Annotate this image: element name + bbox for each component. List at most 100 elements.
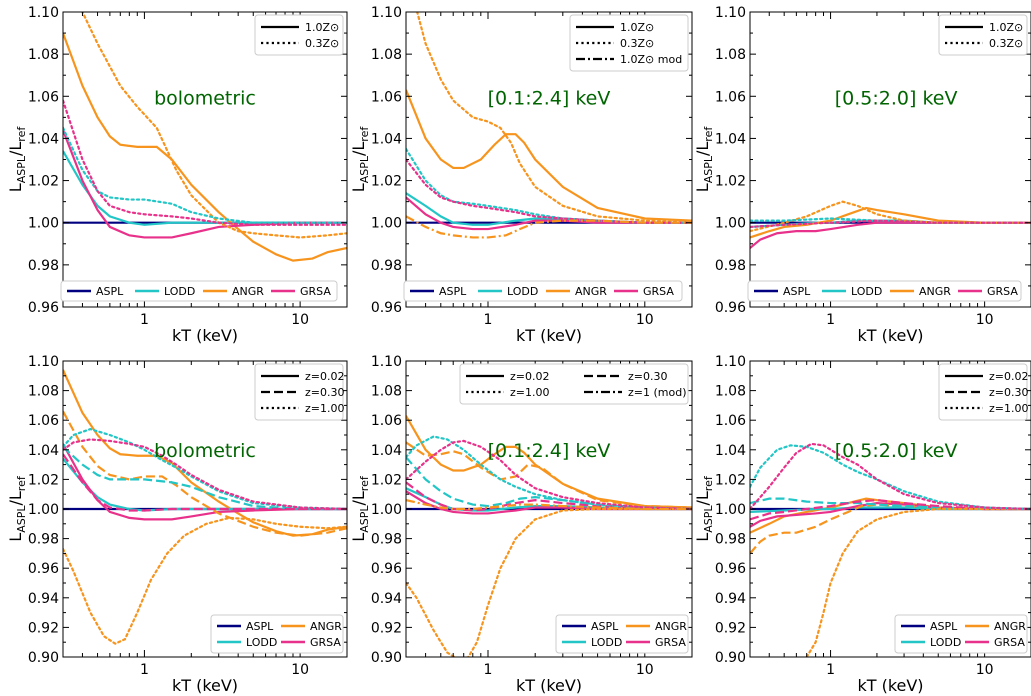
chart-6-ytick-label: 0.90 (715, 650, 746, 666)
chart-6-line-lodd-dotted (750, 444, 1031, 511)
chart-6-ytick-label: 1.10 (715, 354, 746, 370)
chart-3-ytick-label: 1.06 (715, 89, 746, 105)
chart-1-style-legend-label: 0.3Z⊙ (305, 37, 339, 50)
chart-3-ylabel: LASPL/Lref (693, 126, 715, 193)
chart-2-line-grsa-solid (406, 196, 692, 231)
chart-4-ytick-label: 1.10 (28, 354, 59, 370)
chart-1-color-legend-label: GRSA (300, 285, 331, 298)
chart-3-ytick-label: 1.04 (715, 131, 746, 147)
chart-6-style-legend-label: z=0.02 (989, 370, 1028, 383)
chart-4-line-grsa-dashed (63, 453, 347, 512)
chart-1-color-legend-label: LODD (164, 285, 195, 298)
chart-1-line-grsa-dotted (63, 99, 347, 226)
chart-6-ytick-label: 0.94 (715, 591, 746, 607)
chart-1-line-angr-dotted (81, 12, 347, 239)
chart-2-color-legend-box (403, 280, 683, 302)
chart-6-series (750, 442, 1031, 657)
chart-3-line-angr-solid (750, 206, 1031, 239)
chart-5-series (406, 415, 692, 657)
chart-6-xtick-label: 1 (826, 662, 835, 678)
chart-4-series (63, 369, 347, 645)
chart-2-ytick-label: 0.98 (371, 258, 402, 274)
chart-1-ytick-label: 1.10 (28, 5, 59, 21)
chart-1-ytick-label: 0.96 (28, 300, 59, 316)
chart-6-line-angr-dotted (805, 507, 1031, 657)
chart-6-line-grsa-dotted (750, 442, 1031, 511)
chart-6-ytick-label: 1.02 (715, 472, 746, 488)
chart-6-ytick-label: 0.96 (715, 561, 746, 577)
chart-5-style-legend-label: z=1.00 (510, 386, 549, 399)
chart-5-ytick-label: 0.94 (371, 591, 402, 607)
chart-1-xtick-label: 10 (291, 312, 309, 328)
chart-3-line-grsa-dotted (750, 219, 1031, 229)
chart-4-color-legend-label: LODD (246, 636, 277, 649)
chart-3-line-angr-dotted (750, 200, 1031, 233)
chart-2-color-legend-label: ANGR (575, 285, 607, 298)
chart-1: 0.96 0.98 1.00 1.02 1.04 1.06 1.08 1.10 1 10 kT (k… (6, 5, 348, 345)
chart-5-band-label: [0.1:2.4] keV (488, 440, 611, 462)
chart-6-color-legend-box (894, 614, 1028, 654)
chart-5-style-legend-label: z=1 (mod) (628, 386, 687, 399)
chart-6-style-legend: z=0.02 z=0.30 z=1.00 (938, 363, 1028, 421)
chart-5-ytick-label: 1.04 (371, 443, 402, 459)
chart-3-ytick-label: 1.08 (715, 47, 746, 63)
chart-4-ytick-label: 0.92 (28, 620, 59, 636)
chart-4-ytick-label: 1.06 (28, 413, 59, 429)
chart-5-line-grsa-dashed (406, 481, 692, 512)
chart-3-color-legend-label: GRSA (987, 285, 1018, 298)
chart-6-band-label: [0.5:2.0] keV (835, 440, 958, 462)
chart-6-style-legend-box (938, 363, 1028, 421)
chart-4-ytick-label: 1.02 (28, 472, 59, 488)
chart-6: 0.90 0.92 0.94 0.96 0.98 1.00 1.02 1.04 1.06 1.08… (693, 354, 1031, 695)
chart-1-series (63, 12, 347, 262)
chart-1-ytick-label: 0.98 (28, 258, 59, 274)
chart-5-ytick-label: 0.92 (371, 620, 402, 636)
chart-4-ytick-label: 0.96 (28, 561, 59, 577)
chart-2-line-angr-dashdot (406, 215, 692, 239)
chart-3-ytick-label: 1.10 (715, 5, 746, 21)
chart-4-style-legend: z=0.02 z=0.30 z=1.00 (254, 363, 344, 421)
chart-6-ytick-label: 1.06 (715, 413, 746, 429)
chart-5-color-legend-label: GRSA (655, 636, 686, 649)
chart-5-ytick-label: 0.90 (371, 650, 402, 666)
chart-4-color-legend-label: GRSA (310, 636, 341, 649)
chart-5-color-legend-label: ANGR (655, 620, 687, 633)
chart-4-style-legend-label: z=1.00 (305, 402, 344, 415)
chart-5-xlabel: kT (keV) (516, 676, 582, 695)
chart-4-color-legend-label: ANGR (310, 620, 342, 633)
chart-4-color-legend-label: ASPL (246, 620, 274, 633)
chart-2-color-legend: ASPL LODD ANGR GRSA (403, 280, 683, 302)
chart-1-ytick-label: 1.06 (28, 89, 59, 105)
chart-4-color-legend-box (210, 614, 344, 654)
chart-5-line-angr-dotted (406, 507, 692, 657)
chart-3-color-legend-label: ANGR (919, 285, 951, 298)
chart-2-style-legend-label: 1.0Z⊙ (620, 21, 654, 34)
chart-1-xlabel: kT (keV) (172, 326, 238, 345)
chart-2-xtick-label: 1 (484, 312, 493, 328)
chart-6-ytick-label: 0.98 (715, 532, 746, 548)
chart-4-xtick-label: 1 (140, 662, 149, 678)
chart-1-frame (62, 11, 348, 308)
chart-1-ytick-label: 1.04 (28, 131, 59, 147)
chart-2-ytick-label: 1.08 (371, 47, 402, 63)
chart-6-color-legend-label: ASPL (930, 620, 958, 633)
chart-5-ytick-label: 0.96 (371, 561, 402, 577)
chart-4-line-angr-dashed (63, 410, 347, 537)
chart-1-line-lodd-solid (63, 150, 347, 226)
chart-3-xtick-label: 1 (826, 312, 835, 328)
chart-5-ytick-label: 1.08 (371, 384, 402, 400)
chart-4-band-label: bolometric (154, 440, 256, 462)
chart-4-style-legend-label: z=0.30 (305, 386, 344, 399)
chart-6-ytick-label: 1.08 (715, 384, 746, 400)
chart-5-ytick-label: 0.98 (371, 532, 402, 548)
chart-5-style-legend-box (459, 363, 689, 405)
chart-1-ylabel: LASPL/Lref (6, 126, 28, 193)
chart-4-ytick-label: 1.04 (28, 443, 59, 459)
chart-3-frame (749, 11, 1031, 308)
chart-3-color-legend-label: LODD (851, 285, 882, 298)
chart-6-line-lodd-dashed (750, 497, 1031, 511)
chart-5-style-legend: z=0.02 z=1.00 z=0.30 z=1 (mod) (459, 363, 689, 405)
chart-6-style-legend-label: z=1.00 (989, 402, 1028, 415)
chart-4-line-lodd-dashed (63, 446, 347, 511)
